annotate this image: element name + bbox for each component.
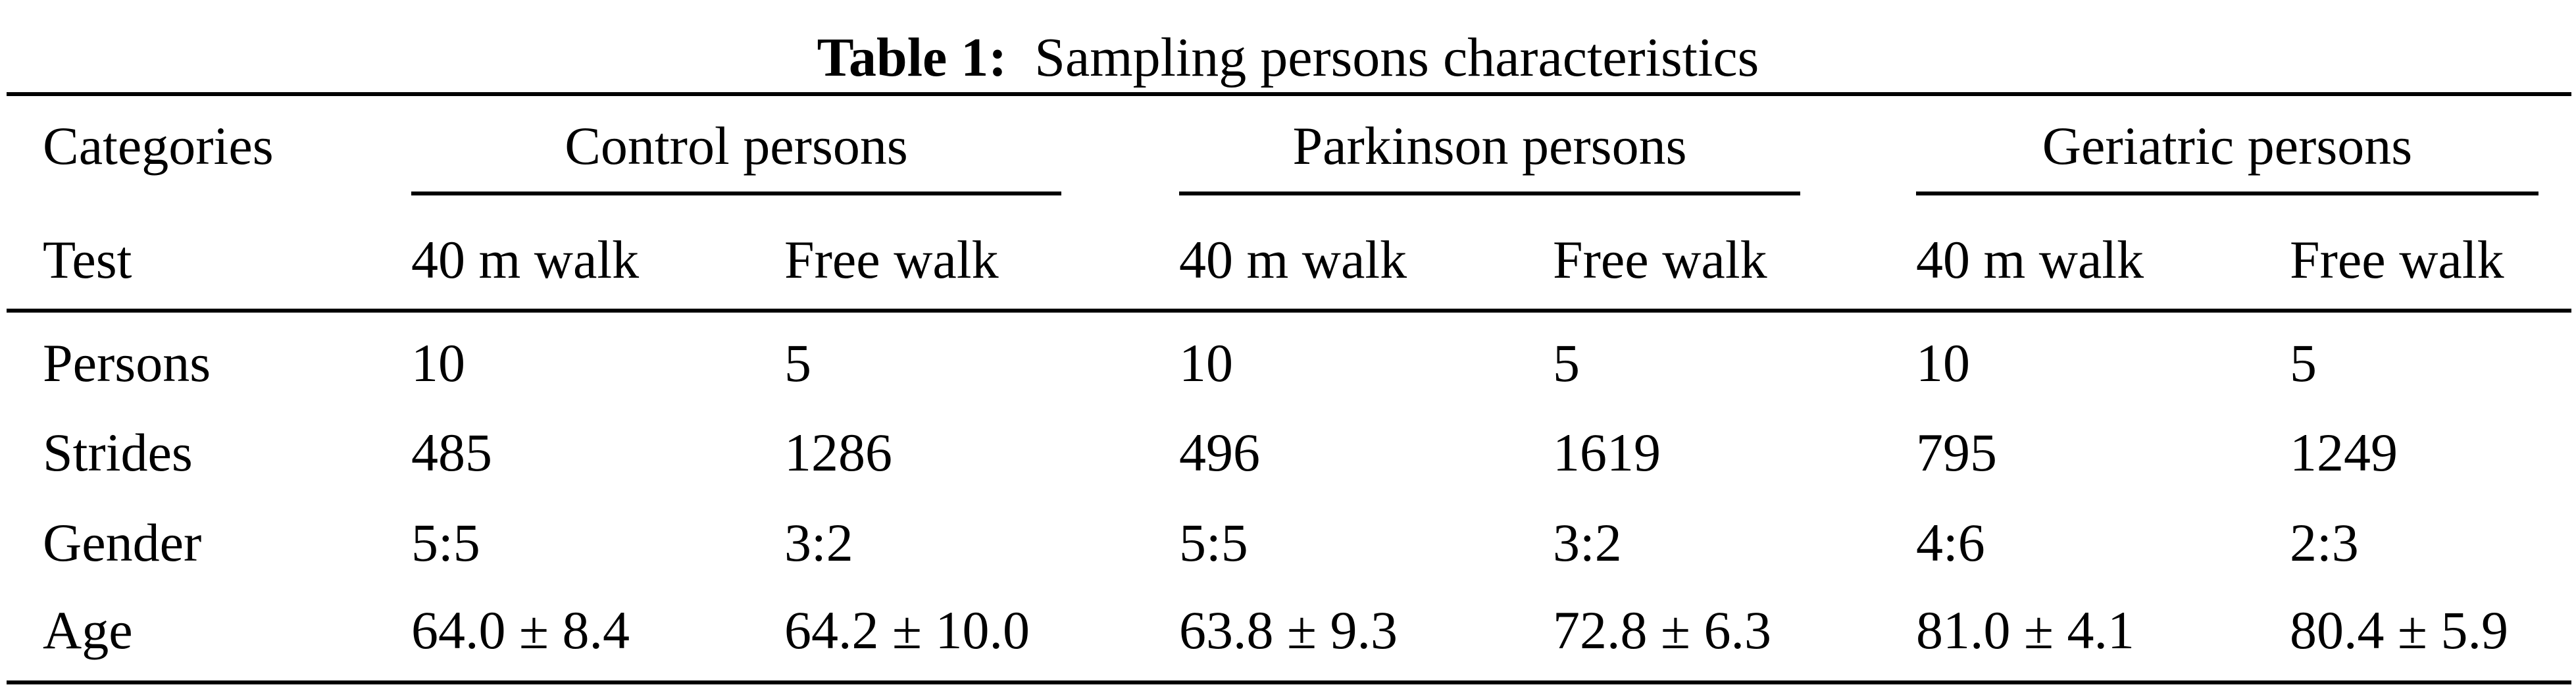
group-header-parkinson: Parkinson persons [1292, 116, 1687, 176]
stub-header-categories: Categories [43, 116, 274, 176]
subheader-parkinson-free: Free walk [1553, 230, 1767, 290]
table-caption-label: Table 1: [817, 27, 1007, 88]
table-cell: 485 [411, 422, 492, 482]
table-cell: 2:3 [2290, 513, 2359, 573]
table-cell: 496 [1179, 422, 1260, 482]
table-cell: 4:6 [1916, 513, 1985, 573]
table-cell: 72.8 ± 6.3 [1553, 600, 1772, 660]
group-rule-control [411, 192, 1061, 195]
bottom-rule [7, 680, 2571, 684]
table-cell: 64.2 ± 10.0 [784, 600, 1030, 660]
table-cell: 3:2 [1553, 513, 1622, 573]
table-cell: 1249 [2290, 422, 2398, 482]
table-cell: 795 [1916, 422, 1997, 482]
group-rule-geriatric [1916, 192, 2538, 195]
group-header-geriatric: Geriatric persons [2042, 116, 2413, 176]
table-cell: 1286 [784, 422, 892, 482]
table-cell: 64.0 ± 8.4 [411, 600, 630, 660]
table-cell: 10 [1179, 333, 1233, 393]
table-cell: 10 [411, 333, 465, 393]
table-cell: 5:5 [411, 513, 480, 573]
table-cell: 81.0 ± 4.1 [1916, 600, 2135, 660]
subheader-geriatric-40m: 40 m walk [1916, 230, 2144, 290]
table-cell: 5 [1553, 333, 1580, 393]
table-cell: 5 [784, 333, 811, 393]
table-cell: 5:5 [1179, 513, 1248, 573]
subheader-parkinson-40m: 40 m walk [1179, 230, 1407, 290]
table-cell: 3:2 [784, 513, 853, 573]
table-cell: 1619 [1553, 422, 1661, 482]
table-caption-text: Sampling persons characteristics [1034, 27, 1759, 88]
stub-header-test: Test [43, 230, 132, 290]
table-cell: 10 [1916, 333, 1970, 393]
row-label-gender: Gender [43, 513, 202, 573]
table-cell: 5 [2290, 333, 2317, 393]
group-header-control: Control persons [565, 116, 908, 176]
subheader-control-free: Free walk [784, 230, 999, 290]
top-rule [7, 92, 2571, 96]
table-cell: 80.4 ± 5.9 [2290, 600, 2509, 660]
subheader-control-40m: 40 m walk [411, 230, 640, 290]
row-label-age: Age [43, 600, 133, 660]
header-rule [7, 309, 2571, 313]
row-label-persons: Persons [43, 333, 211, 393]
table-cell: 63.8 ± 9.3 [1179, 600, 1398, 660]
group-rule-parkinson [1179, 192, 1800, 195]
table-caption: Table 1: Sampling persons characteristic… [0, 25, 2576, 91]
row-label-strides: Strides [43, 422, 193, 482]
subheader-geriatric-free: Free walk [2290, 230, 2504, 290]
